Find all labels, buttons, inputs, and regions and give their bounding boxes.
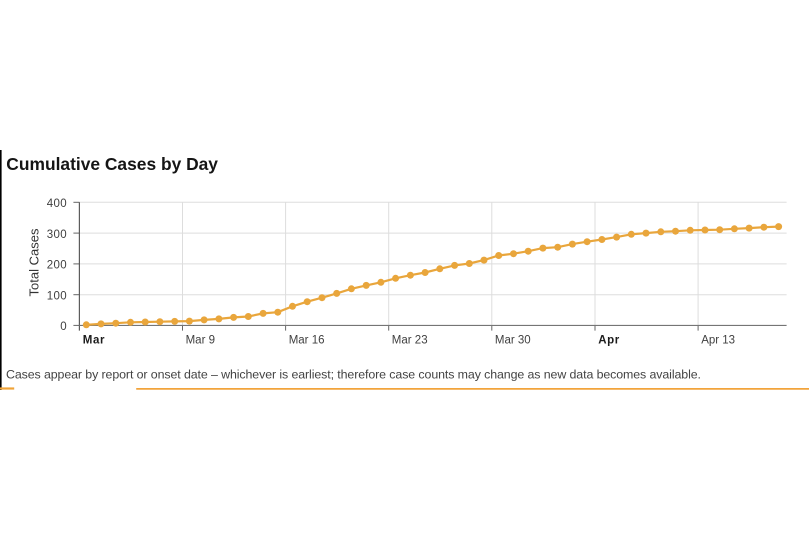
svg-text:200: 200 xyxy=(47,260,67,272)
svg-text:Apr: Apr xyxy=(598,335,620,347)
svg-text:Apr 13: Apr 13 xyxy=(701,335,735,347)
svg-text:Mar 9: Mar 9 xyxy=(186,335,215,347)
svg-text:Cumulative Cases by Day: Cumulative Cases by Day xyxy=(6,154,218,174)
svg-text:Mar: Mar xyxy=(83,335,105,347)
svg-text:Cases appear by report or onse: Cases appear by report or onset date – w… xyxy=(6,367,701,381)
svg-text:400: 400 xyxy=(47,198,67,210)
svg-text:300: 300 xyxy=(47,229,67,241)
svg-text:Total Cases: Total Cases xyxy=(26,228,41,296)
svg-text:100: 100 xyxy=(47,291,67,303)
svg-text:Mar 23: Mar 23 xyxy=(392,335,428,347)
svg-text:Mar 16: Mar 16 xyxy=(289,335,325,347)
svg-text:Mar 30: Mar 30 xyxy=(495,335,531,347)
svg-text:0: 0 xyxy=(60,321,67,333)
